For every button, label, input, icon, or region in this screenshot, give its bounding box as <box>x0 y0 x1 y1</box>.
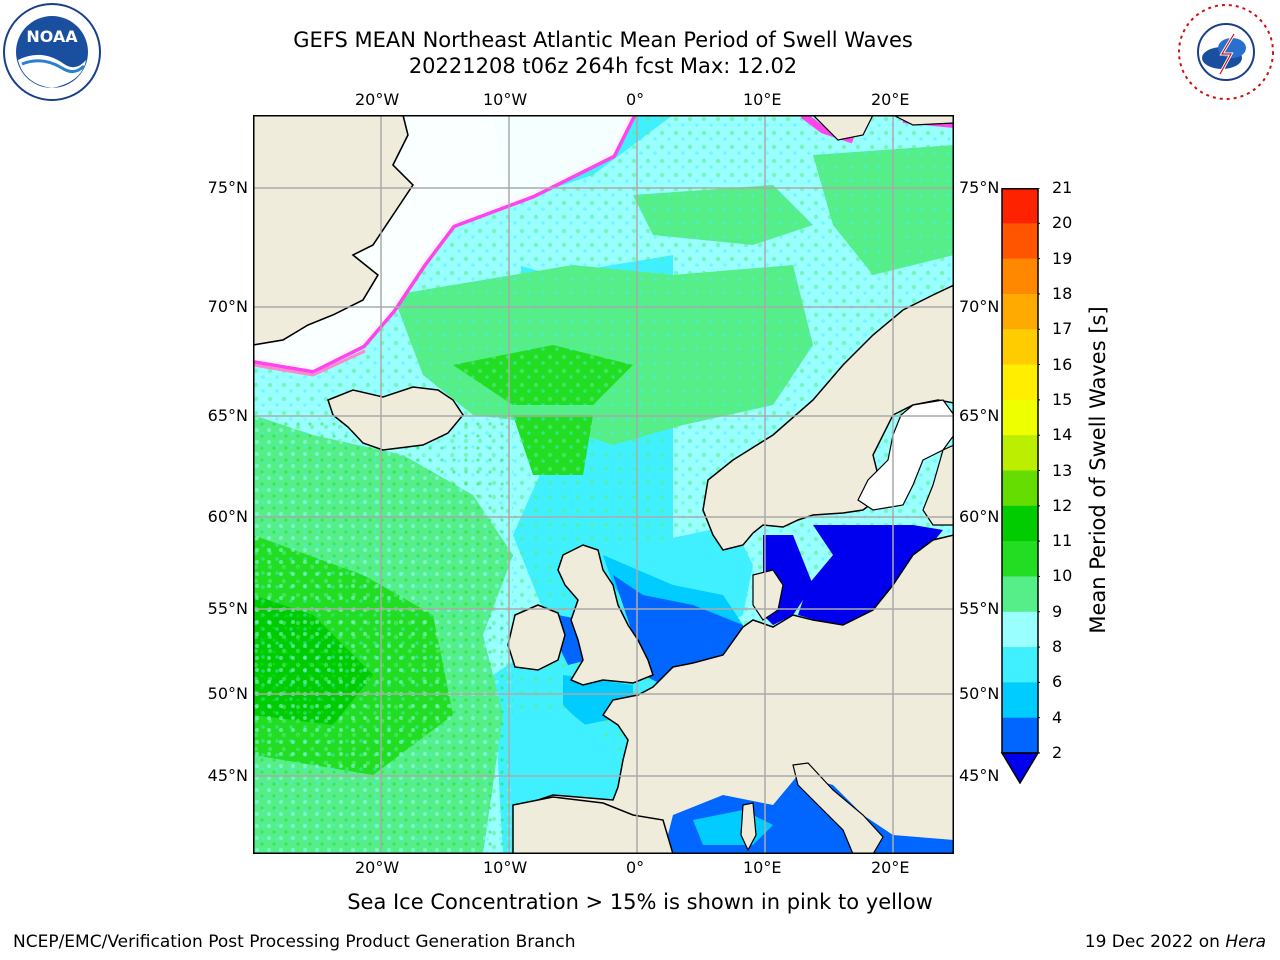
chart-subtitle: 20221208 t06z 264h fcst Max: 12.02 <box>408 54 798 78</box>
colorbar-band <box>1002 682 1038 719</box>
colorbar <box>1000 187 1040 785</box>
colorbar-band <box>1002 576 1038 613</box>
colorbar-tick-label: 9 <box>1052 601 1063 621</box>
map-graticule <box>253 115 954 854</box>
colorbar-band <box>1002 470 1038 507</box>
lat-label-left-55n: 55°N <box>207 599 248 618</box>
colorbar-band <box>1002 647 1038 683</box>
colorbar-tick-label: 15 <box>1052 389 1073 409</box>
lon-label-bottom-20e: 20°E <box>871 858 910 877</box>
colorbar-tick-label: 10 <box>1052 566 1073 586</box>
colorbar-tick-label: 20 <box>1052 213 1073 233</box>
colorbar-band <box>1002 364 1038 401</box>
lat-label-right-55n: 55°N <box>959 599 1000 618</box>
lat-label-right-45n: 45°N <box>959 766 1000 785</box>
lat-label-right-75n: 75°N <box>959 178 1000 197</box>
colorbar-tick-label: 14 <box>1052 425 1073 445</box>
lon-label-top-10e: 10°E <box>743 90 782 109</box>
colorbar-tick-label: 12 <box>1052 495 1073 515</box>
colorbar-tick-label: 17 <box>1052 319 1073 339</box>
map-panel <box>252 112 955 855</box>
colorbar-tick-label: 8 <box>1052 637 1063 657</box>
colorbar-tick-label: 19 <box>1052 248 1073 268</box>
lat-label-left-65n: 65°N <box>207 406 248 425</box>
lat-label-left-75n: 75°N <box>207 178 248 197</box>
lon-label-top-10w: 10°W <box>483 90 528 109</box>
footer-date-text: 19 Dec 2022 on <box>1084 932 1226 952</box>
lon-label-bottom-10w: 10°W <box>483 858 528 877</box>
footer-host: Hera <box>1225 932 1266 952</box>
colorbar-tick-label: 16 <box>1052 354 1073 374</box>
colorbar-band <box>1002 717 1038 754</box>
colorbar-extend-arrow <box>1000 752 1040 785</box>
colorbar-band <box>1002 541 1038 577</box>
colorbar-tick-label: 2 <box>1052 743 1063 762</box>
colorbar-tick-label: 4 <box>1052 707 1063 727</box>
colorbar-tick-label: 18 <box>1052 283 1073 303</box>
colorbar-band <box>1002 505 1038 542</box>
nws-logo-icon <box>1176 2 1276 102</box>
lat-label-left-45n: 45°N <box>207 766 248 785</box>
colorbar-band <box>1002 188 1038 224</box>
colorbar-band <box>1002 223 1038 260</box>
lon-label-top-20e: 20°E <box>871 90 910 109</box>
colorbar-band <box>1002 435 1038 471</box>
colorbar-tick-label: 6 <box>1052 672 1063 692</box>
footer-date: 19 Dec 2022 on Hera <box>1085 932 1266 952</box>
lon-label-top-20w: 20°W <box>355 90 400 109</box>
colorbar-band <box>1002 329 1038 366</box>
colorbar-band <box>1002 258 1038 295</box>
lat-label-right-70n: 70°N <box>959 297 1000 316</box>
lon-label-bottom-20w: 20°W <box>355 858 400 877</box>
colorbar-tick-labels: 2 4 6 8 9 10 11 12 13 14 15 16 17 18 19 20 21 <box>1052 178 1112 762</box>
lat-label-right-50n: 50°N <box>959 684 1000 703</box>
lon-label-top-0: 0° <box>626 90 645 109</box>
chart-title: GEFS MEAN Northeast Atlantic Mean Period… <box>293 28 913 52</box>
lat-label-left-50n: 50°N <box>207 684 248 703</box>
lat-label-left-70n: 70°N <box>207 297 248 316</box>
colorbar-title: Mean Period of Swell Waves [s] <box>1086 306 1110 634</box>
colorbar-swatches <box>1000 187 1040 785</box>
lon-label-bottom-10e: 10°E <box>743 858 782 877</box>
lat-label-left-60n: 60°N <box>207 507 248 526</box>
sea-ice-note: Sea Ice Concentration > 15% is shown in … <box>347 890 933 914</box>
colorbar-band <box>1002 611 1038 648</box>
swell-period-map <box>252 112 955 855</box>
lat-label-right-60n: 60°N <box>959 507 1000 526</box>
lat-label-right-65n: 65°N <box>959 406 1000 425</box>
colorbar-band <box>1002 293 1038 330</box>
colorbar-tick-label: 13 <box>1052 460 1073 480</box>
footer-credit: NCEP/EMC/Verification Post Processing Pr… <box>13 932 576 952</box>
colorbar-tick-label: 21 <box>1052 178 1073 197</box>
lon-label-bottom-0: 0° <box>626 858 645 877</box>
noaa-logo-text: NOAA <box>26 27 78 46</box>
noaa-logo-icon: NOAA <box>2 2 102 102</box>
colorbar-band <box>1002 399 1038 436</box>
colorbar-tick-label: 11 <box>1052 531 1073 551</box>
